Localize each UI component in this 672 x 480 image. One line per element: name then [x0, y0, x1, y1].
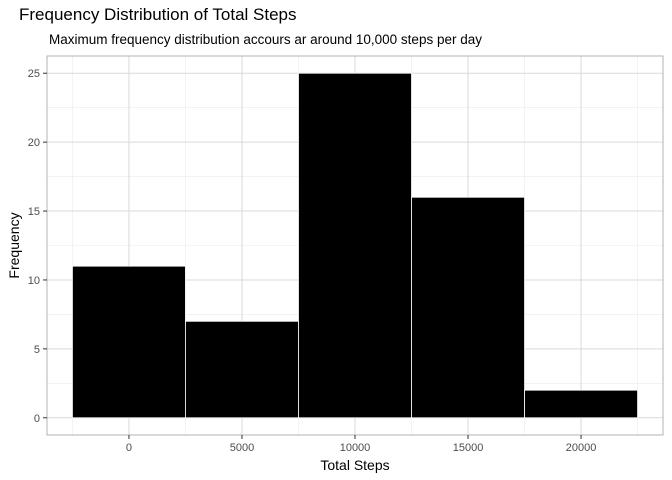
histogram-bar-2 — [185, 320, 299, 419]
y-tick-label: 10 — [28, 275, 40, 287]
histogram-bar-3 — [298, 72, 412, 419]
y-tick-label: 25 — [28, 68, 40, 80]
x-tick-label: 20000 — [566, 442, 597, 454]
x-tick-label: 15000 — [453, 442, 484, 454]
histogram-bars — [72, 72, 638, 419]
histogram-bar-4 — [411, 196, 525, 419]
chart-title: Frequency Distribution of Total Steps — [19, 5, 297, 24]
x-axis-title: Total Steps — [320, 457, 389, 473]
y-axis-ticks: 0 5 10 15 20 25 — [28, 68, 47, 425]
y-tick-label: 20 — [28, 137, 40, 149]
histogram-bar-1 — [72, 265, 186, 419]
x-tick-label: 10000 — [340, 442, 371, 454]
y-tick-label: 5 — [34, 344, 40, 356]
y-tick-label: 15 — [28, 206, 40, 218]
x-axis-ticks: 0 5000 10000 15000 20000 — [126, 435, 596, 454]
y-tick-label: 0 — [34, 413, 40, 425]
y-axis-title: Frequency — [6, 212, 22, 278]
x-tick-label: 0 — [126, 442, 132, 454]
histogram-bar-5 — [524, 389, 638, 419]
chart-subtitle: Maximum frequency distribution accours a… — [49, 32, 482, 47]
x-tick-label: 5000 — [230, 442, 254, 454]
